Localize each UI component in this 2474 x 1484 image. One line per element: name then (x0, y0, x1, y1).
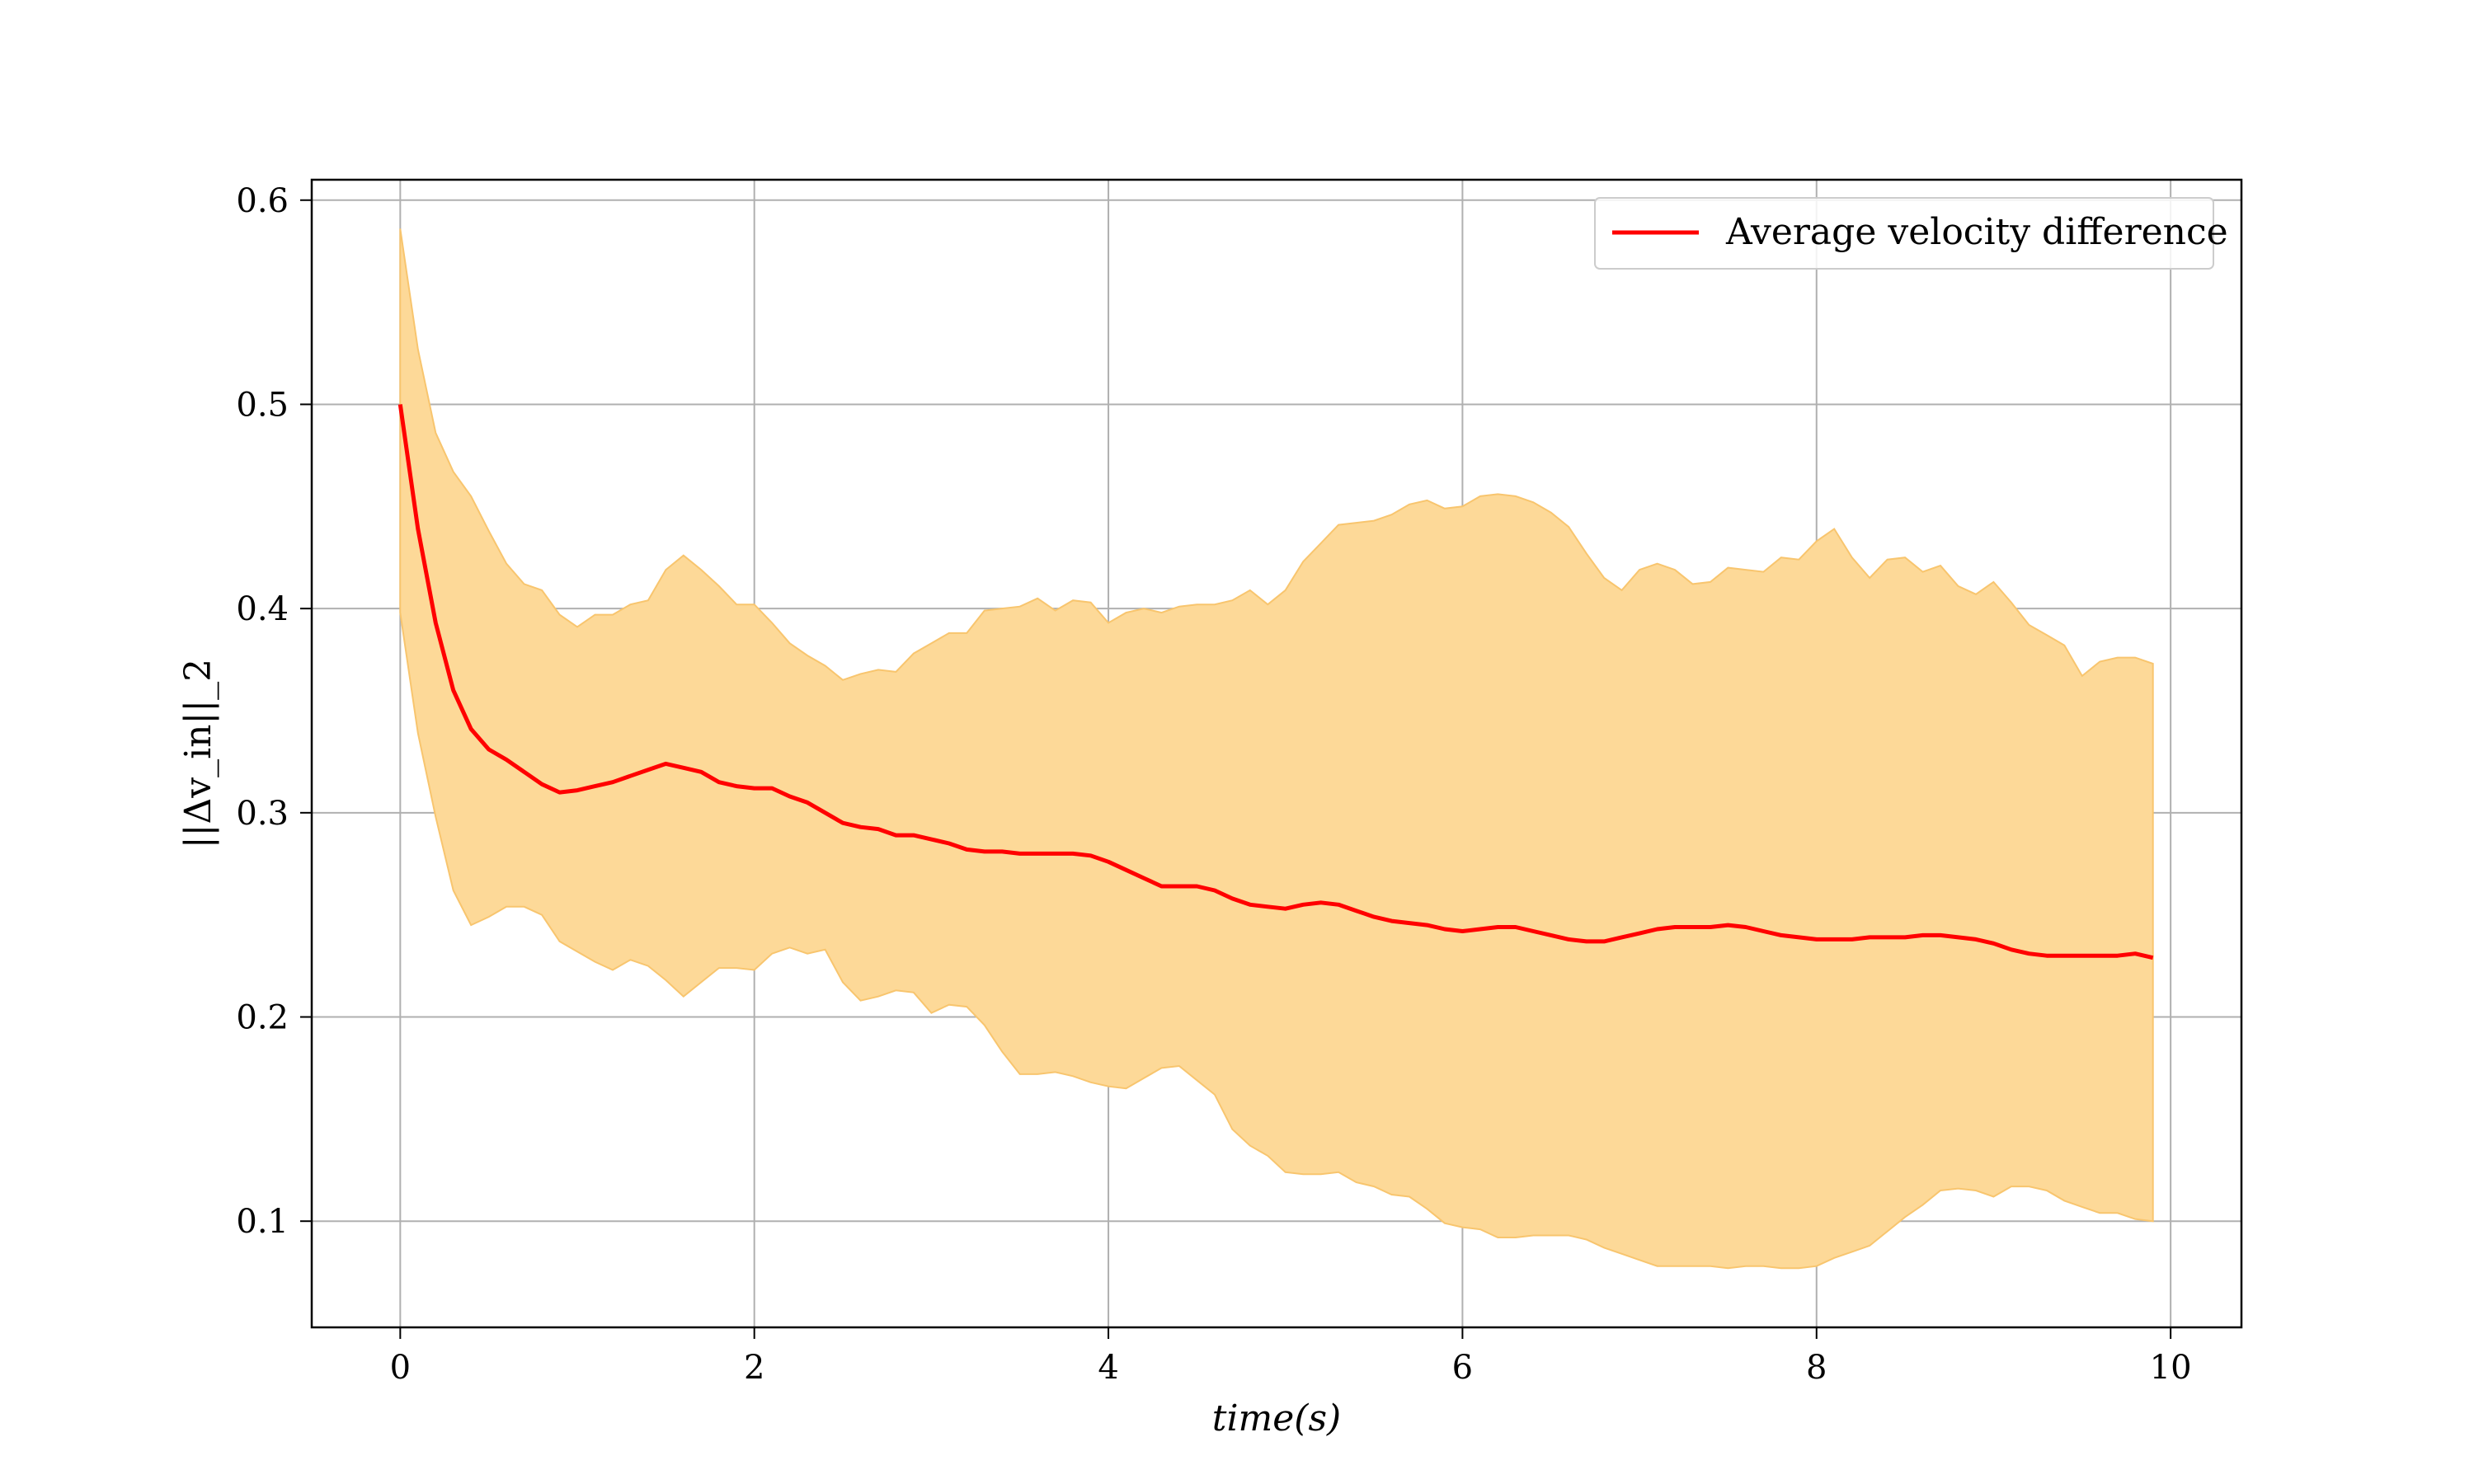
y-tick-label: 0.1 (236, 1203, 289, 1241)
x-tick-label: 10 (2150, 1349, 2192, 1387)
y-tick-label: 0.6 (236, 182, 289, 220)
x-tick-label: 0 (390, 1349, 411, 1387)
legend-entry-average-velocity-difference: Average velocity difference (1725, 211, 2228, 253)
x-tick-label: 4 (1098, 1349, 1118, 1387)
y-axis-label: ||Δv_in||_2 (177, 659, 219, 848)
variance-band (399, 228, 2154, 1270)
y-axis-ticks: 0.1 0.2 0.3 0.4 0.5 0.6 (236, 182, 312, 1241)
legend: Average velocity difference (1594, 197, 2228, 270)
x-axis-label: time(s) (1212, 1397, 1341, 1439)
legend-box (1594, 197, 2214, 270)
plot-frame (310, 178, 2243, 1329)
y-tick-label: 0.5 (236, 386, 289, 424)
x-tick-label: 8 (1806, 1349, 1827, 1387)
y-tick-label: 0.2 (236, 999, 289, 1037)
x-axis-ticks: 0 2 4 6 8 10 (390, 1327, 2192, 1387)
y-tick-label: 0.4 (236, 590, 289, 628)
x-tick-label: 6 (1452, 1349, 1473, 1387)
series-line-average-velocity-difference (397, 404, 2154, 960)
y-tick-label: 0.3 (236, 795, 289, 833)
x-tick-label: 2 (744, 1349, 764, 1387)
